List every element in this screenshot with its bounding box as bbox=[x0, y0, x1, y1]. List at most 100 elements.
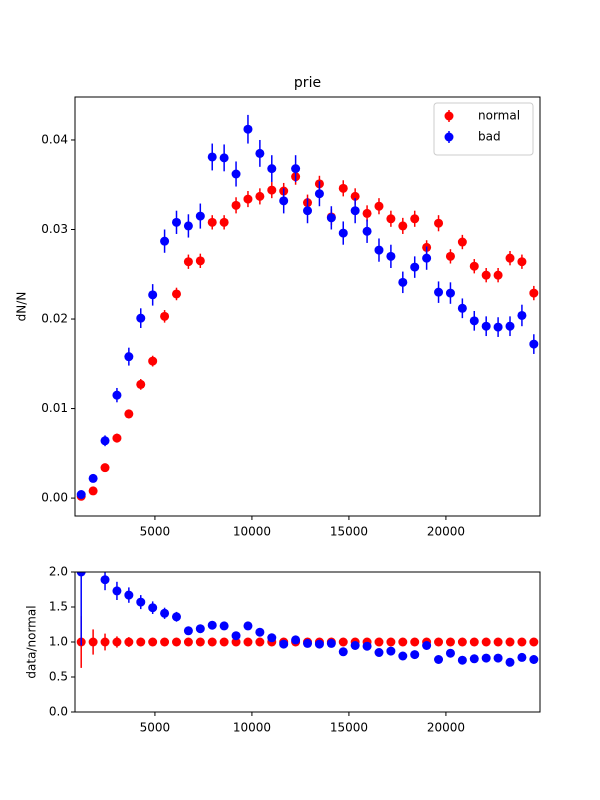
marker bbox=[160, 236, 170, 246]
axes-frame bbox=[74, 96, 541, 517]
marker bbox=[243, 637, 253, 647]
chart-title: prie bbox=[294, 75, 321, 91]
marker bbox=[445, 637, 455, 647]
marker bbox=[445, 288, 455, 298]
marker bbox=[386, 251, 396, 261]
marker bbox=[267, 164, 277, 174]
marker bbox=[243, 124, 253, 134]
marker bbox=[255, 191, 265, 201]
marker bbox=[386, 637, 396, 647]
marker bbox=[338, 637, 348, 647]
marker bbox=[374, 245, 384, 255]
marker bbox=[362, 226, 372, 236]
marker bbox=[434, 218, 444, 228]
marker bbox=[517, 257, 527, 267]
y-tick-label: 0.02 bbox=[41, 312, 68, 326]
marker bbox=[195, 256, 205, 266]
marker bbox=[338, 183, 348, 193]
marker bbox=[505, 321, 515, 331]
marker bbox=[481, 653, 491, 663]
y-tick-label: 0.04 bbox=[41, 132, 68, 146]
marker bbox=[386, 214, 396, 224]
marker bbox=[457, 655, 467, 665]
legend-marker bbox=[444, 132, 454, 142]
marker bbox=[136, 379, 146, 389]
marker bbox=[171, 637, 181, 647]
marker bbox=[517, 637, 527, 647]
marker bbox=[136, 313, 146, 323]
marker bbox=[219, 153, 229, 163]
marker bbox=[171, 289, 181, 299]
marker bbox=[422, 641, 432, 650]
marker bbox=[255, 637, 265, 647]
marker bbox=[457, 637, 467, 647]
legend-label: bad bbox=[478, 130, 501, 144]
marker bbox=[434, 637, 444, 647]
marker bbox=[207, 217, 217, 227]
marker bbox=[160, 637, 170, 647]
marker bbox=[148, 603, 158, 613]
marker bbox=[219, 621, 229, 631]
marker bbox=[100, 436, 110, 446]
plot-area bbox=[76, 114, 539, 501]
marker bbox=[374, 201, 384, 211]
marker bbox=[171, 612, 181, 622]
marker bbox=[160, 608, 170, 618]
marker bbox=[183, 257, 193, 267]
marker bbox=[136, 637, 146, 647]
marker bbox=[183, 637, 193, 647]
x-tick-label: 10000 bbox=[233, 525, 271, 539]
marker bbox=[457, 303, 467, 313]
marker bbox=[219, 217, 229, 227]
marker bbox=[183, 626, 193, 636]
marker bbox=[291, 635, 301, 645]
legend-label: normal bbox=[478, 109, 520, 123]
marker bbox=[362, 641, 372, 651]
marker bbox=[326, 213, 336, 223]
marker bbox=[231, 169, 241, 179]
x-tick-label: 15000 bbox=[330, 525, 368, 539]
marker bbox=[279, 196, 289, 206]
marker bbox=[481, 321, 491, 331]
x-tick-label: 5000 bbox=[140, 721, 171, 735]
marker bbox=[481, 270, 491, 280]
marker bbox=[255, 627, 265, 637]
marker bbox=[255, 148, 265, 158]
marker bbox=[398, 651, 408, 661]
marker bbox=[314, 639, 324, 649]
x-tick-label: 20000 bbox=[427, 525, 465, 539]
marker bbox=[88, 486, 98, 496]
y-tick-label: 0.03 bbox=[41, 222, 68, 236]
marker bbox=[314, 189, 324, 199]
legend-marker bbox=[444, 111, 454, 121]
marker bbox=[338, 647, 348, 657]
marker bbox=[243, 194, 253, 204]
marker bbox=[529, 339, 539, 349]
marker bbox=[100, 463, 110, 473]
marker bbox=[160, 311, 170, 321]
marker bbox=[291, 164, 301, 174]
marker bbox=[505, 637, 515, 647]
marker bbox=[410, 214, 420, 224]
y-tick-label: 0.0 bbox=[49, 705, 68, 719]
marker bbox=[183, 221, 193, 231]
marker bbox=[303, 638, 313, 648]
marker bbox=[112, 390, 122, 400]
marker bbox=[124, 590, 134, 600]
marker bbox=[517, 310, 527, 320]
marker bbox=[124, 409, 134, 419]
x-tick-label: 10000 bbox=[233, 721, 271, 735]
marker bbox=[350, 641, 360, 650]
marker bbox=[493, 653, 503, 663]
marker bbox=[171, 217, 181, 227]
marker bbox=[243, 621, 253, 631]
plot-area bbox=[76, 572, 539, 668]
marker bbox=[457, 237, 467, 247]
marker bbox=[195, 637, 205, 647]
marker bbox=[350, 191, 360, 201]
marker bbox=[434, 655, 444, 664]
marker bbox=[267, 633, 277, 643]
marker bbox=[529, 288, 539, 298]
marker bbox=[493, 637, 503, 647]
